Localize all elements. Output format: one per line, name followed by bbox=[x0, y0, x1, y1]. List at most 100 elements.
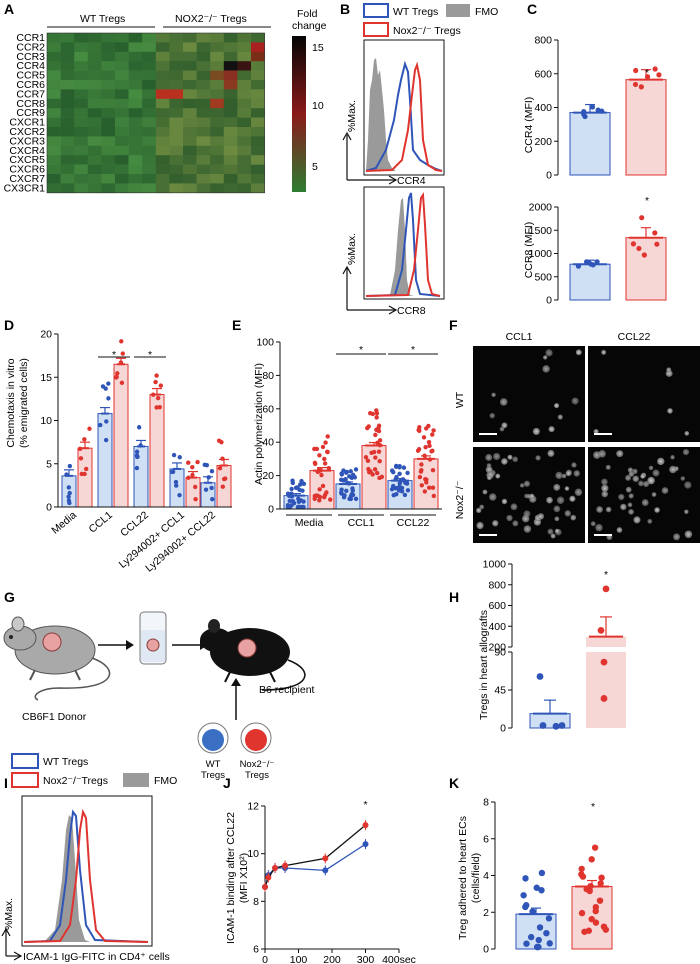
heatmap-cell bbox=[223, 155, 238, 165]
heatmap-row-label: CCR1 bbox=[16, 32, 45, 44]
cell-spot bbox=[573, 470, 581, 477]
heatmap-cell bbox=[251, 127, 265, 137]
heatmap-cell bbox=[142, 70, 157, 81]
chart-j-ylabel-2: (MFI X10²) bbox=[238, 853, 250, 903]
cell-spot bbox=[598, 450, 606, 458]
heatmap-cell bbox=[155, 61, 170, 71]
heatmap-cell bbox=[169, 89, 184, 100]
data-point bbox=[423, 476, 428, 482]
y-tick-label: 0 bbox=[500, 723, 506, 735]
data-point bbox=[638, 84, 644, 90]
heatmap-cell bbox=[101, 51, 116, 62]
heatmap-cell bbox=[169, 136, 184, 147]
x-tick-label: CCL1 bbox=[87, 509, 115, 536]
heatmap-cell bbox=[47, 70, 61, 81]
heatmap-cell bbox=[251, 70, 265, 81]
heatmap-cell bbox=[60, 145, 75, 156]
data-point bbox=[297, 482, 303, 487]
cell-spot bbox=[684, 481, 692, 489]
data-point bbox=[583, 885, 590, 893]
heatmap-cell bbox=[155, 155, 170, 165]
heatmap-cell bbox=[87, 70, 102, 81]
heatmap-cell bbox=[128, 164, 143, 175]
panel-label-c: C bbox=[527, 1, 537, 17]
heatmap-cell bbox=[115, 145, 129, 156]
data-point bbox=[103, 437, 109, 443]
cell-spot bbox=[556, 496, 565, 504]
data-point bbox=[418, 469, 424, 474]
data-point bbox=[346, 481, 352, 486]
data-point bbox=[639, 215, 645, 221]
data-point bbox=[326, 466, 332, 471]
heatmap-cell bbox=[87, 61, 102, 71]
arrow-icon bbox=[388, 175, 398, 185]
heatmap-cell bbox=[210, 61, 225, 71]
y-tick-label: 200 bbox=[534, 136, 552, 148]
heatmap-cell bbox=[60, 136, 75, 147]
heatmap-cell bbox=[155, 33, 170, 43]
heatmap-cell bbox=[47, 127, 61, 137]
data-point bbox=[135, 454, 140, 460]
cell-spot bbox=[547, 528, 554, 535]
cell-spot bbox=[569, 495, 576, 502]
y-tick-label: 0 bbox=[546, 295, 552, 307]
cell-spot bbox=[618, 493, 625, 501]
heatmap-cell bbox=[169, 61, 184, 71]
data-point bbox=[220, 484, 226, 489]
data-point bbox=[177, 455, 182, 460]
data-point bbox=[339, 491, 344, 496]
data-point bbox=[588, 915, 595, 923]
data-point bbox=[64, 472, 69, 477]
heatmap-cell bbox=[47, 33, 61, 43]
y-tick-label: 80 bbox=[262, 370, 274, 382]
heatmap-cell bbox=[101, 70, 116, 81]
cell-spot bbox=[491, 392, 496, 398]
cell-spot bbox=[542, 365, 550, 373]
heatmap-cell bbox=[74, 145, 89, 156]
data-point bbox=[538, 869, 546, 877]
cell-spot bbox=[506, 514, 513, 522]
histogram-ccr4-wt bbox=[365, 60, 443, 172]
data-point bbox=[374, 415, 379, 420]
heatmap-cell bbox=[237, 155, 252, 165]
heatmap-row-label: CXCR6 bbox=[9, 164, 45, 176]
heatmap-cell bbox=[210, 155, 225, 165]
data-point bbox=[289, 486, 294, 492]
cell-spot bbox=[651, 492, 657, 497]
heatmap-cell bbox=[183, 33, 197, 43]
heatmap-cell bbox=[169, 164, 184, 175]
data-point bbox=[350, 472, 356, 478]
data-point bbox=[79, 471, 84, 477]
heatmap-cell bbox=[237, 70, 252, 81]
heatmap-cell bbox=[237, 117, 252, 128]
cell-spot bbox=[519, 483, 525, 488]
arrow-icon bbox=[13, 951, 23, 961]
y-tick-label: 400 bbox=[488, 621, 506, 633]
data-point bbox=[66, 485, 72, 490]
donor-mouse-illustration bbox=[3, 616, 111, 701]
heatmap-cell bbox=[47, 145, 61, 156]
heatmap-cell bbox=[87, 42, 102, 53]
data-point bbox=[193, 497, 198, 502]
heatmap-cell bbox=[115, 70, 129, 81]
data-point bbox=[595, 107, 601, 113]
heatmap-cell bbox=[128, 183, 143, 194]
data-point bbox=[312, 460, 318, 466]
data-point bbox=[301, 504, 306, 510]
heatmap-cell bbox=[74, 70, 89, 81]
heatmap-cell bbox=[223, 174, 238, 184]
cell-spot bbox=[684, 509, 689, 515]
heatmap-scale-tick: 15 bbox=[312, 42, 324, 54]
heatmap-cell bbox=[74, 164, 89, 175]
data-point bbox=[632, 81, 639, 88]
data-point bbox=[558, 722, 566, 729]
heatmap-cell bbox=[128, 80, 143, 90]
y-tick-label: 800 bbox=[488, 579, 506, 591]
y-tick-label: 20 bbox=[40, 329, 52, 341]
data-point bbox=[217, 466, 223, 471]
histogram-ccr4-frame bbox=[363, 39, 445, 176]
data-point bbox=[375, 440, 380, 446]
data-point bbox=[193, 484, 198, 490]
heatmap-cell bbox=[223, 183, 238, 194]
